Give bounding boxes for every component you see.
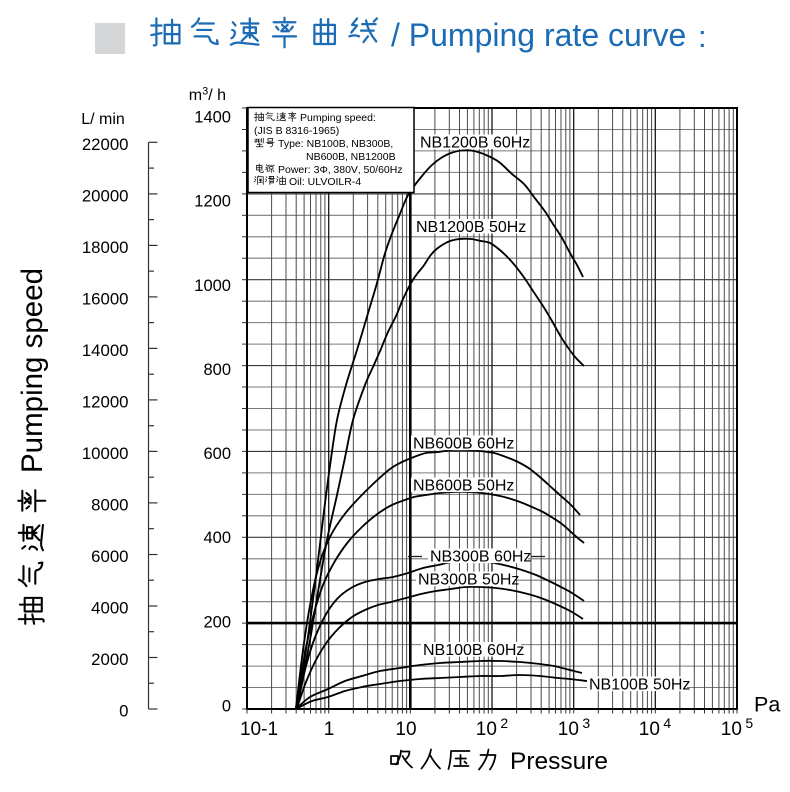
svg-text:Oil: ULVOILR-4: Oil: ULVOILR-4 bbox=[289, 176, 361, 188]
svg-text:m3/ h: m3/ h bbox=[189, 86, 226, 105]
svg-text:18000: 18000 bbox=[82, 238, 129, 257]
svg-text:200: 200 bbox=[203, 613, 231, 631]
svg-text:Pumping speed: Pumping speed bbox=[16, 268, 49, 473]
svg-text:NB1200B 60Hz: NB1200B 60Hz bbox=[420, 135, 530, 152]
svg-text:14000: 14000 bbox=[82, 341, 129, 360]
svg-text:1: 1 bbox=[324, 719, 335, 740]
svg-text:NB600B 50Hz: NB600B 50Hz bbox=[413, 478, 514, 495]
svg-text:(JIS B 8316-1965): (JIS B 8316-1965) bbox=[254, 125, 339, 137]
svg-text:1000: 1000 bbox=[194, 277, 231, 295]
svg-text:102: 10 2 bbox=[476, 715, 509, 740]
svg-text:103: 10 3 bbox=[558, 715, 591, 740]
svg-text:0: 0 bbox=[222, 698, 231, 716]
svg-text:10: 10 bbox=[395, 719, 416, 740]
svg-text:20000: 20000 bbox=[82, 186, 129, 205]
svg-text:NB600B 60Hz: NB600B 60Hz bbox=[413, 436, 514, 453]
svg-text:800: 800 bbox=[203, 361, 231, 379]
svg-text:8000: 8000 bbox=[91, 495, 128, 514]
svg-text:L/ min: L/ min bbox=[81, 111, 125, 128]
svg-text:Type: NB100B, NB300B,: Type: NB100B, NB300B, bbox=[278, 138, 393, 150]
svg-text:1400: 1400 bbox=[194, 109, 231, 127]
svg-text:2000: 2000 bbox=[91, 650, 128, 669]
svg-text:0: 0 bbox=[119, 702, 128, 721]
svg-text:Power: 3Φ, 380V, 50/60Hz: Power: 3Φ, 380V, 50/60Hz bbox=[278, 164, 403, 176]
svg-text:10-1: 10-1 bbox=[240, 719, 278, 740]
svg-text:600: 600 bbox=[203, 445, 231, 463]
svg-text::: : bbox=[698, 19, 707, 54]
svg-text:10000: 10000 bbox=[82, 444, 129, 463]
svg-text:105: 10 5 bbox=[721, 715, 754, 740]
svg-text:NB300B 50Hz: NB300B 50Hz bbox=[418, 572, 519, 589]
svg-text:NB100B 60Hz: NB100B 60Hz bbox=[423, 642, 524, 659]
svg-text:16000: 16000 bbox=[82, 289, 129, 308]
svg-text:NB100B 50Hz: NB100B 50Hz bbox=[589, 677, 690, 694]
svg-text:Pa: Pa bbox=[754, 693, 780, 717]
svg-text:12000: 12000 bbox=[82, 392, 129, 411]
svg-text:NB1200B 50Hz: NB1200B 50Hz bbox=[416, 219, 526, 236]
svg-text:4000: 4000 bbox=[91, 599, 128, 618]
svg-text:104: 10 4 bbox=[639, 715, 672, 740]
svg-text:400: 400 bbox=[203, 529, 231, 547]
svg-text:/ Pumping rate curve: / Pumping rate curve bbox=[391, 17, 686, 53]
svg-text:Pumping speed:: Pumping speed: bbox=[300, 112, 376, 124]
svg-text:6000: 6000 bbox=[91, 547, 128, 566]
svg-text:Pressure: Pressure bbox=[510, 748, 608, 775]
svg-text:1200: 1200 bbox=[194, 193, 231, 211]
svg-text:22000: 22000 bbox=[82, 135, 129, 154]
svg-text:NB300B 60Hz: NB300B 60Hz bbox=[430, 549, 531, 566]
svg-text:NB600B, NB1200B: NB600B, NB1200B bbox=[306, 151, 396, 163]
